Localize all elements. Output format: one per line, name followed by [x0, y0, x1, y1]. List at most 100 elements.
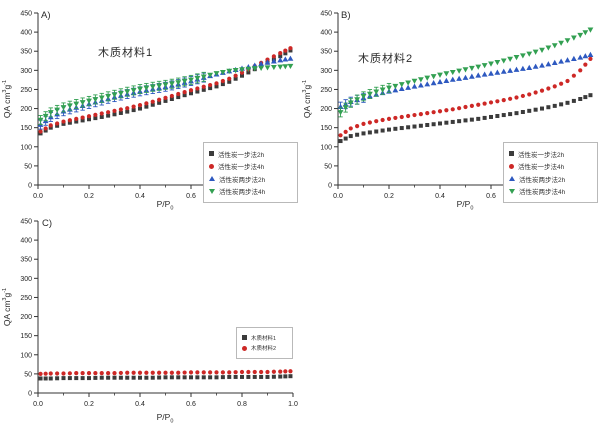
- x-tick-label: 0.4: [435, 193, 445, 200]
- data-point: [169, 93, 174, 99]
- data-point: [387, 127, 391, 132]
- data-point: [412, 112, 417, 118]
- y-tick-label: 400: [20, 238, 32, 245]
- data-point: [246, 374, 251, 379]
- data-point: [111, 92, 118, 98]
- data-point: [476, 116, 481, 121]
- data-point: [86, 98, 92, 104]
- panel-c: 0 50 100 150 200 250 300 350 400 450 0.0 0.2 0.4 0.6 0…: [0, 215, 300, 430]
- data-point: [233, 370, 238, 375]
- data-point: [405, 84, 412, 90]
- data-point: [513, 66, 520, 72]
- data-point: [80, 376, 85, 381]
- data-point: [450, 119, 455, 124]
- data-point: [343, 129, 348, 134]
- y-tick-label: 100: [20, 352, 32, 359]
- data-point: [565, 78, 570, 84]
- y-tick-label: 350: [20, 49, 32, 56]
- data-point: [587, 51, 594, 57]
- data-point: [220, 82, 225, 87]
- data-point: [495, 99, 500, 104]
- panel-letter-b: B): [341, 10, 351, 21]
- y-tick-label: 450: [20, 219, 32, 226]
- data-point: [463, 118, 468, 123]
- data-point: [195, 89, 200, 94]
- legend-marker-triangle-up-icon: [509, 176, 515, 181]
- y-tick-label: 150: [320, 125, 332, 132]
- data-point: [86, 371, 92, 376]
- data-point: [282, 56, 289, 62]
- y-tick-label: 200: [20, 314, 32, 321]
- data-point: [73, 101, 80, 107]
- data-point: [558, 58, 565, 64]
- data-point: [240, 73, 244, 78]
- data-point: [430, 80, 437, 86]
- data-point: [60, 105, 67, 111]
- data-point: [444, 120, 449, 125]
- legend-row: 活性炭两步法4h: [209, 186, 292, 196]
- data-point: [194, 76, 201, 82]
- panel-b: 0501001502002503003504004500.00.20.40.60…: [300, 0, 600, 215]
- data-point: [67, 371, 72, 376]
- y-tick-label: 100: [20, 144, 32, 151]
- data-point: [500, 58, 507, 64]
- data-point: [93, 375, 98, 380]
- legend-marker-square-icon: [509, 151, 514, 156]
- x-axis-label-c: P/P0: [156, 412, 174, 425]
- data-point: [157, 375, 162, 380]
- legend-label: 活性炭两步法2h: [219, 176, 266, 184]
- data-point: [74, 376, 79, 381]
- legend-marker-triangle-up-icon: [209, 176, 215, 181]
- data-point: [144, 375, 149, 380]
- data-point: [92, 97, 99, 103]
- data-point: [208, 86, 213, 91]
- data-point: [99, 371, 104, 376]
- y-tick-label: 400: [320, 30, 332, 37]
- data-point: [188, 77, 194, 83]
- data-point: [227, 374, 232, 379]
- data-point: [570, 35, 577, 41]
- data-point: [112, 375, 117, 380]
- data-point: [583, 95, 588, 100]
- data-point: [125, 375, 130, 380]
- data-point: [66, 103, 73, 109]
- y-tick-label: 250: [20, 87, 32, 94]
- data-point: [437, 78, 443, 85]
- series-square: [38, 48, 293, 136]
- data-point: [577, 54, 584, 60]
- y-tick-label: 100: [320, 144, 332, 151]
- data-point: [527, 92, 532, 97]
- data-point: [360, 94, 367, 100]
- legend-marker-triangle-down-icon: [209, 188, 215, 194]
- data-point: [564, 57, 571, 63]
- data-point: [348, 134, 353, 139]
- data-point: [195, 86, 200, 91]
- legend-label: 活性炭两步法4h: [219, 189, 266, 196]
- data-point: [277, 64, 284, 70]
- data-point: [282, 64, 289, 70]
- data-point: [61, 121, 66, 126]
- plot-area-b: 0501001502002503003504004500.00.20.40.60…: [320, 11, 598, 201]
- data-point: [430, 74, 437, 80]
- x-axis-label-a: P/P0: [156, 199, 174, 212]
- x-axis-label-b: P/P0: [456, 199, 474, 212]
- data-point: [526, 64, 533, 70]
- data-point: [80, 115, 85, 120]
- data-point: [157, 370, 162, 375]
- data-point: [406, 125, 411, 130]
- data-point: [189, 375, 193, 380]
- data-point: [150, 99, 155, 104]
- data-point: [182, 370, 187, 375]
- data-point: [131, 104, 136, 109]
- data-point: [450, 107, 455, 112]
- data-point: [399, 126, 404, 131]
- data-point: [74, 371, 79, 376]
- data-point: [283, 51, 288, 56]
- legend-label: 木质材料2: [251, 346, 277, 352]
- data-point: [342, 105, 349, 111]
- data-point: [208, 82, 213, 88]
- data-point: [226, 68, 233, 74]
- data-point: [195, 370, 200, 375]
- data-point: [182, 375, 187, 380]
- data-point: [169, 370, 174, 375]
